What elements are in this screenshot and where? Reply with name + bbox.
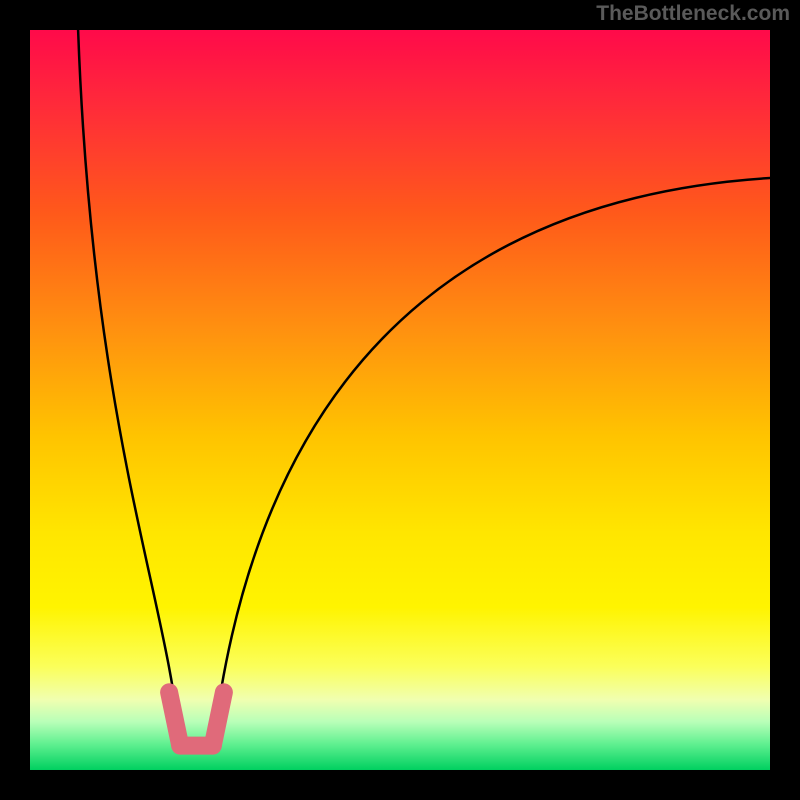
chart-stage: TheBottleneck.com [0, 0, 800, 800]
watermark-text: TheBottleneck.com [596, 2, 790, 26]
gradient-background [30, 30, 770, 770]
optimal-zone-marker-right [213, 692, 224, 745]
bottleneck-chart [0, 0, 800, 800]
